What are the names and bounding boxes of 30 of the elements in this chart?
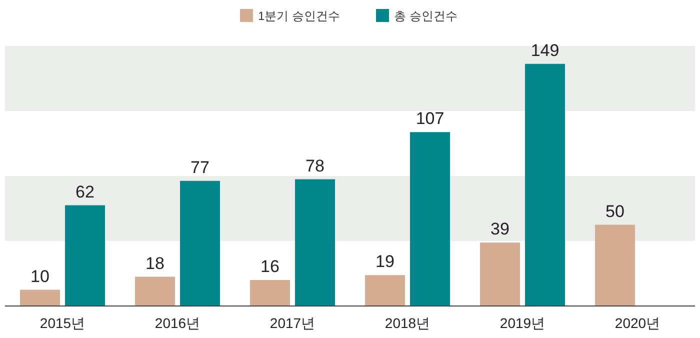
data-label: 18 [146,254,164,273]
x-tick-label: 2016년 [154,315,200,331]
data-label: 62 [76,182,94,202]
data-label: 39 [490,220,510,239]
bar [525,64,565,306]
data-label: 78 [306,156,324,176]
bar [180,180,220,306]
data-label: 50 [606,202,624,221]
data-label: 77 [190,158,210,177]
x-tick-label: 2017년 [270,315,316,331]
data-label: 149 [530,40,560,60]
bar [20,290,60,306]
bar [410,132,450,306]
x-tick-label: 2019년 [500,315,546,331]
legend-label: 1분기 승인건수 [258,9,340,23]
x-tick-label: 2018년 [384,315,430,331]
legend-label: 총 승인건수 [394,9,458,23]
bar [480,242,520,306]
bar [365,275,405,306]
data-label: 10 [30,266,50,286]
data-label: 107 [416,109,444,128]
bar [295,179,335,306]
bar [595,224,635,306]
bar [65,205,105,306]
x-tick-label: 2015년 [40,315,86,331]
bar [135,276,175,306]
data-label: 19 [376,252,394,272]
data-label: 16 [260,257,280,276]
x-tick-label: 2020년 [614,315,660,331]
bar [250,280,290,306]
